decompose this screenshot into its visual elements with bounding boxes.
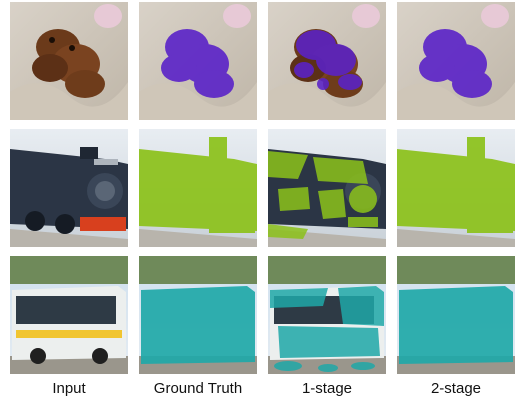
dogs-ground-truth-image: [139, 2, 257, 120]
column-label-input: Input: [52, 380, 86, 397]
column-label-ground-truth: Ground Truth: [153, 380, 243, 397]
bus-ground-truth-image: [139, 256, 257, 374]
train-1-stage-image: [268, 129, 386, 247]
dogs-1-stage-image: [268, 2, 386, 120]
dogs-input-image: [10, 2, 128, 120]
train-input-image: [10, 129, 128, 247]
column-label-1-stage: 1-stage: [301, 380, 353, 397]
bus-input-image: [10, 256, 128, 374]
column-label-2-stage: 2-stage: [430, 380, 482, 397]
bus-1-stage-image: [268, 256, 386, 374]
dogs-2-stage-image: [397, 2, 515, 120]
bus-2-stage-image: [397, 256, 515, 374]
train-ground-truth-image: [139, 129, 257, 247]
train-2-stage-image: [397, 129, 515, 247]
